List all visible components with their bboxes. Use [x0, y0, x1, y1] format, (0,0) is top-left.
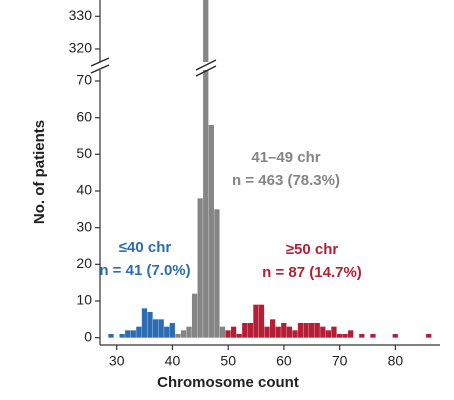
bar: [108, 334, 114, 338]
bar: [158, 319, 164, 338]
y-tick-label: 40: [76, 182, 92, 198]
bar: [141, 308, 148, 338]
y-tick-label: 20: [76, 255, 92, 271]
axis-break: [90, 57, 217, 77]
bar: [175, 334, 181, 338]
bar: [264, 326, 270, 338]
annotation-count: n = 87 (14.7%): [262, 264, 362, 281]
bar: [247, 323, 253, 338]
bar: [186, 326, 192, 338]
y-tick-label: 50: [76, 145, 92, 161]
y-tick-label: 30: [76, 218, 92, 234]
bar: [342, 334, 348, 338]
bar: [292, 330, 298, 338]
bar: [309, 323, 315, 338]
bar: [320, 326, 326, 338]
bar: [348, 330, 354, 338]
y-tick-label: 330: [69, 7, 93, 23]
bar: [214, 209, 220, 338]
bar: [219, 326, 226, 338]
y-axis-label: No. of patients: [31, 120, 48, 224]
bar: [225, 330, 231, 338]
y-tick-label: 10: [76, 292, 92, 308]
bar: [270, 319, 276, 338]
bar: [191, 293, 198, 338]
bar: [125, 330, 131, 338]
annotation-title: 41–49 chr: [251, 149, 320, 166]
bar: [236, 334, 242, 338]
bar: [426, 334, 432, 338]
y-tick-label: 0: [84, 328, 92, 344]
bar: [325, 330, 332, 338]
bar: [242, 323, 248, 338]
x-tick-label: 70: [332, 353, 348, 369]
bar: [180, 330, 187, 338]
annotation-title: ≥50 chr: [286, 241, 339, 258]
bar: [197, 198, 203, 338]
bar: [281, 323, 287, 338]
y-tick-label: 320: [69, 40, 93, 56]
x-tick-label: 40: [165, 353, 181, 369]
bar: [370, 334, 376, 338]
x-tick-label: 60: [276, 353, 292, 369]
x-tick-label: 30: [109, 353, 125, 369]
y-tick-label: 60: [76, 108, 92, 124]
bar: [331, 326, 337, 338]
x-tick-label: 50: [220, 353, 236, 369]
bar: [286, 326, 292, 338]
bar: [147, 312, 153, 338]
bar: [230, 326, 237, 338]
bar: [119, 334, 125, 338]
bar: [169, 323, 175, 338]
bar: [208, 125, 214, 338]
lower-panel: [108, 70, 432, 338]
bar: [203, 70, 209, 338]
y-tick-label: 70: [76, 72, 92, 88]
annotation-count: n = 41 (7.0%): [99, 262, 190, 279]
annotation-title: ≤40 chr: [119, 239, 172, 256]
bar: [336, 334, 343, 338]
bar: [297, 323, 304, 338]
bar: [303, 323, 309, 338]
bar: [392, 334, 398, 338]
bar: [136, 326, 142, 338]
bar: [130, 330, 136, 338]
bar: [314, 323, 320, 338]
bar-upper: [203, 0, 209, 62]
bar: [152, 319, 159, 338]
bar: [258, 304, 265, 338]
bar: [253, 304, 259, 338]
bar: [359, 334, 365, 338]
annotation-count: n = 463 (78.3%): [232, 172, 340, 189]
x-tick-label: 80: [388, 353, 404, 369]
bar: [164, 326, 170, 338]
upper-panel: [203, 0, 209, 62]
x-axis-label: Chromosome count: [157, 374, 299, 391]
bar: [275, 326, 281, 338]
